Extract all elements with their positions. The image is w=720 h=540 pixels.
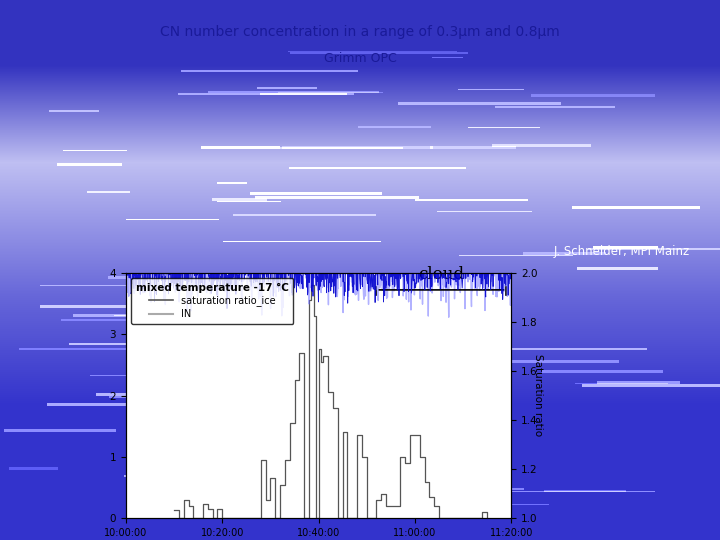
Legend: saturation ratio_ice, IN: saturation ratio_ice, IN [131, 278, 294, 324]
Text: CN number concentration in a range of 0.3μm and 0.8μm: CN number concentration in a range of 0.… [160, 25, 560, 39]
Text: Grimm OPC: Grimm OPC [323, 52, 397, 65]
Y-axis label: Saturation ratio: Saturation ratio [533, 354, 543, 437]
Text: J. Schneider, MPI Mainz: J. Schneider, MPI Mainz [554, 245, 690, 258]
Text: cloud: cloud [418, 266, 464, 282]
